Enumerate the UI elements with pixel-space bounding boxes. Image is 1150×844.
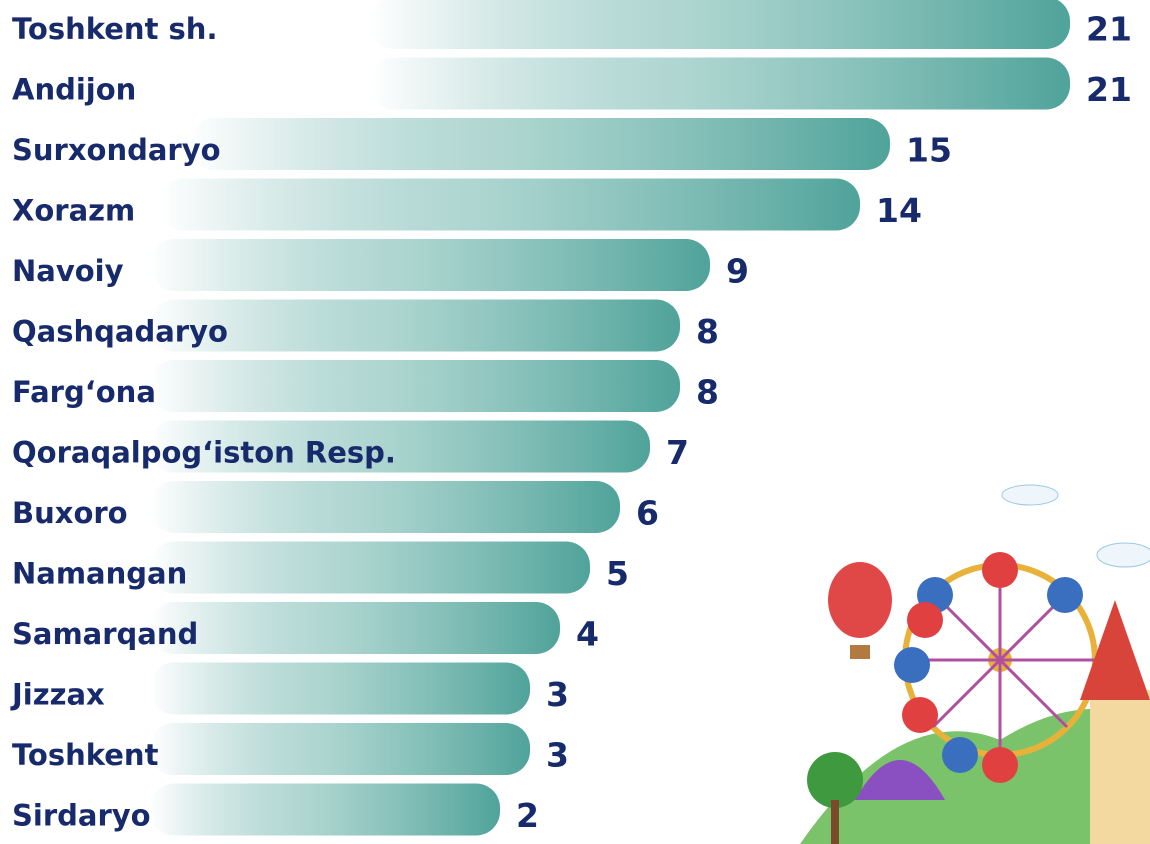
value-label: 5 (606, 554, 629, 593)
category-label: Surxondaryo (12, 133, 221, 167)
bar (370, 58, 1070, 110)
category-label: Samarqand (12, 617, 198, 651)
category-label: Xorazm (12, 194, 135, 228)
bar (150, 784, 500, 836)
value-label: 7 (666, 433, 689, 472)
category-label: Qashqadaryo (12, 315, 228, 349)
category-label: Buxoro (12, 496, 128, 530)
chart: 21 Toshkent sh. 21 Andijon 15 Surxondaryo 14 Xo… (0, 0, 1150, 844)
value-label: 8 (696, 373, 719, 412)
value-label: 4 (576, 615, 599, 654)
bar (150, 542, 590, 594)
bar (150, 360, 680, 412)
value-label: 3 (546, 675, 569, 714)
value-label: 2 (516, 796, 539, 835)
value-label: 9 (726, 252, 749, 291)
value-label: 21 (1086, 10, 1132, 49)
bar (150, 602, 560, 654)
category-label: Jizzax (10, 678, 105, 712)
value-label: 3 (546, 736, 569, 775)
value-label: 6 (636, 494, 659, 533)
bar (150, 723, 530, 775)
category-label: Toshkent sh. (12, 12, 217, 46)
illustration (800, 485, 1150, 844)
value-label: 21 (1086, 70, 1132, 109)
category-label: Navoiy (12, 254, 124, 288)
category-label: Qoraqalpog‘iston Resp. (12, 436, 396, 470)
value-label: 15 (906, 131, 952, 170)
value-label: 8 (696, 312, 719, 351)
category-label: Toshkent (12, 738, 159, 772)
value-label: 14 (876, 191, 922, 230)
bar (370, 0, 1070, 49)
bar (150, 239, 710, 291)
category-label: Farg‘ona (12, 375, 156, 409)
bar (150, 481, 620, 533)
bar (150, 300, 680, 352)
category-label: Namangan (12, 557, 187, 591)
bar (160, 179, 860, 231)
category-label: Sirdaryo (12, 799, 151, 833)
category-label: Andijon (12, 73, 136, 107)
bar (150, 663, 530, 715)
bar (190, 118, 890, 170)
